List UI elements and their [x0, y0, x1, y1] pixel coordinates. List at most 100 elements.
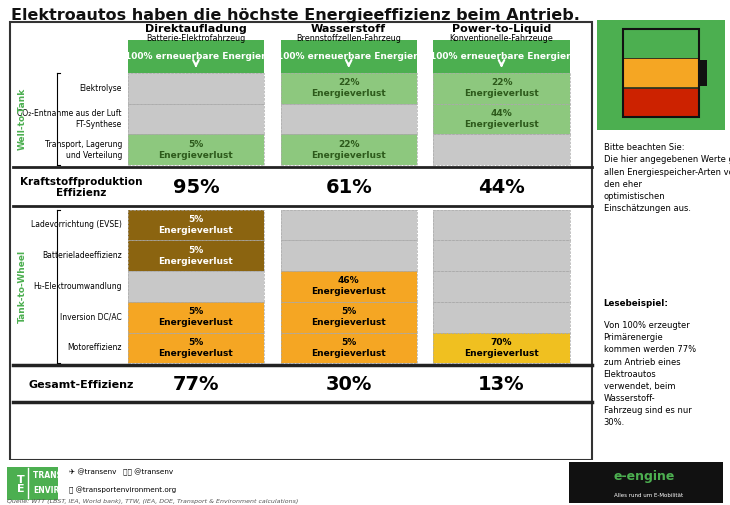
Text: Konventionelle-Fahrzeuge: Konventionelle-Fahrzeuge [450, 34, 553, 43]
Text: 5%
Energieverlust: 5% Energieverlust [158, 307, 234, 327]
Text: 5%
Energieverlust: 5% Energieverlust [312, 338, 386, 358]
Bar [128, 210, 264, 240]
Bar [128, 104, 264, 134]
Text: 46%
Energieverlust: 46% Energieverlust [312, 276, 386, 296]
Text: ✈ @transenv   🇫🇷 @transenv: ✈ @transenv 🇫🇷 @transenv [69, 469, 174, 476]
Text: Direktaufladung: Direktaufladung [145, 24, 247, 34]
Bar [434, 210, 569, 240]
Text: Brennstoffzellen-Fahrzeug: Brennstoffzellen-Fahrzeug [296, 34, 402, 43]
Bar [434, 134, 569, 165]
Bar [128, 104, 264, 134]
Bar [280, 271, 417, 302]
Text: Bitte beachten Sie:
Die hier angegebenen Werte gehen bei
allen Energiespeicher-A: Bitte beachten Sie: Die hier angegebenen… [604, 143, 730, 213]
Bar [280, 333, 417, 363]
Bar [128, 302, 264, 333]
Bar [280, 240, 417, 271]
Text: e-engine: e-engine [614, 470, 675, 483]
Bar [434, 104, 569, 134]
Bar [280, 40, 417, 73]
Text: Lesebeispiel:: Lesebeispiel: [604, 299, 669, 308]
Bar [434, 134, 569, 165]
Text: Ladevorrichtung (EVSE): Ladevorrichtung (EVSE) [31, 221, 122, 229]
Bar [434, 333, 569, 363]
Bar [128, 134, 264, 165]
Text: 5%
Energieverlust: 5% Energieverlust [312, 307, 386, 327]
Text: 5%
Energieverlust: 5% Energieverlust [158, 338, 234, 358]
Text: 30%: 30% [326, 375, 372, 394]
Bar [434, 73, 569, 104]
Text: 44%
Energieverlust: 44% Energieverlust [464, 109, 539, 129]
Text: 100% erneuerbare Energien: 100% erneuerbare Energien [277, 52, 420, 61]
Text: 100% erneuerbare Energien: 100% erneuerbare Energien [125, 52, 267, 61]
Text: Motoreffizienz: Motoreffizienz [67, 343, 122, 352]
Bar [128, 271, 264, 302]
Bar [623, 58, 699, 87]
Bar [128, 271, 264, 302]
Bar [623, 29, 699, 117]
Text: T: T [17, 475, 25, 485]
Bar [7, 467, 58, 499]
Text: Elektrolyse: Elektrolyse [80, 84, 122, 93]
Text: 44%: 44% [478, 178, 525, 197]
Text: Inversion DC/AC: Inversion DC/AC [60, 313, 122, 322]
Text: 5%
Energieverlust: 5% Energieverlust [158, 140, 234, 160]
Bar [280, 271, 417, 302]
Bar [280, 302, 417, 333]
Text: CO₂-Entnahme aus der Luft
FT-Synthese: CO₂-Entnahme aus der Luft FT-Synthese [18, 110, 122, 129]
Bar [280, 134, 417, 165]
Text: 13%: 13% [478, 375, 525, 394]
Bar [128, 240, 264, 271]
Bar [280, 134, 417, 165]
Text: 61%: 61% [326, 178, 372, 197]
Bar [280, 302, 417, 333]
Bar [434, 271, 569, 302]
Text: ENVIRONMENT: ENVIRONMENT [33, 486, 97, 495]
Bar [128, 240, 264, 271]
Bar [280, 210, 417, 240]
Bar [280, 73, 417, 104]
Bar [434, 302, 569, 333]
Bar [128, 210, 264, 240]
Text: E: E [17, 484, 24, 494]
Bar [280, 104, 417, 134]
Bar [434, 333, 569, 363]
Bar [280, 73, 417, 104]
Bar [280, 104, 417, 134]
Text: 95%: 95% [172, 178, 219, 197]
Text: TRANSPORT &: TRANSPORT & [33, 471, 94, 480]
Text: 70%
Energieverlust: 70% Energieverlust [464, 338, 539, 358]
Bar [699, 60, 707, 86]
Text: Wasserstoff: Wasserstoff [311, 24, 386, 34]
Text: 22%
Energieverlust: 22% Energieverlust [312, 78, 386, 98]
Text: 🌐 @transportenvironment.org: 🌐 @transportenvironment.org [69, 487, 177, 494]
Text: H₂-Elektroumwandlung: H₂-Elektroumwandlung [34, 282, 122, 291]
Bar [434, 240, 569, 271]
Text: Quelle: WTT (LBST, IEA, World bank), TTW, (IEA, DOE, Transport & Environment cal: Quelle: WTT (LBST, IEA, World bank), TTW… [7, 499, 299, 504]
Bar [280, 240, 417, 271]
Bar [434, 302, 569, 333]
Text: Batterieladeeffizienz: Batterieladeeffizienz [42, 251, 122, 260]
Text: Gesamt-Effizienz: Gesamt-Effizienz [28, 380, 134, 389]
Bar [280, 210, 417, 240]
Text: 100% erneuerbare Energien: 100% erneuerbare Energien [430, 52, 573, 61]
Bar [128, 333, 264, 363]
Text: 5%
Energieverlust: 5% Energieverlust [158, 215, 234, 235]
Bar [434, 240, 569, 271]
Text: Tank-to-Wheel: Tank-to-Wheel [18, 250, 26, 323]
Bar [128, 333, 264, 363]
Text: Power-to-Liquid: Power-to-Liquid [452, 24, 551, 34]
Bar [128, 134, 264, 165]
Bar [434, 40, 569, 73]
Text: Kraftstoffproduktion
Effizienz: Kraftstoffproduktion Effizienz [20, 177, 142, 198]
Bar [597, 20, 725, 130]
Bar [623, 29, 699, 58]
Text: 77%: 77% [173, 375, 219, 394]
Text: Transport, Lagerung
und Verteilung: Transport, Lagerung und Verteilung [45, 140, 122, 160]
Bar [128, 73, 264, 104]
Bar [434, 271, 569, 302]
Bar [434, 73, 569, 104]
Bar [434, 104, 569, 134]
Text: Alles rund um E-Mobilität: Alles rund um E-Mobilität [614, 492, 683, 497]
Bar [128, 73, 264, 104]
Text: 22%
Energieverlust: 22% Energieverlust [312, 140, 386, 160]
